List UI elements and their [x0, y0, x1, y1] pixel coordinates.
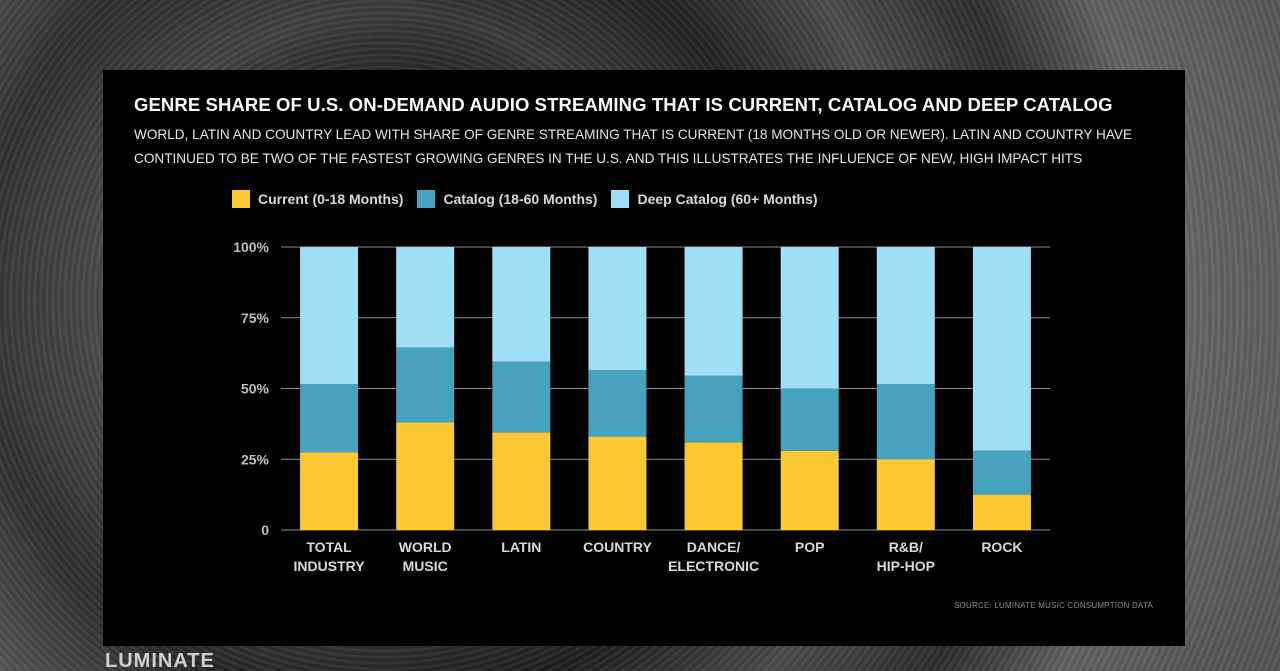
x-tick-label-line: HIP-HOP	[877, 558, 935, 574]
bar-segment	[684, 442, 743, 530]
x-tick-label-line: TOTAL	[306, 539, 352, 555]
x-tick-label-line: ELECTRONIC	[668, 558, 759, 574]
bar-segment	[684, 375, 743, 443]
x-tick-label-line: INDUSTRY	[294, 558, 366, 574]
x-tick-label-line: R&B/	[889, 539, 923, 555]
y-tick-label: 0	[261, 522, 269, 538]
source-note: SOURCE: LUMINATE MUSIC CONSUMPTION DATA	[954, 601, 1153, 610]
x-tick-label: COUNTRY	[583, 539, 652, 555]
y-tick-label: 100%	[233, 239, 269, 255]
stacked-bar-chart: 0 25% 50% 75% 100% TOTAL INDUSTRY WORLD MUSIC LAT…	[233, 239, 1050, 574]
x-tick-label: WORLD MUSIC	[399, 539, 452, 574]
legend-swatch-deep-catalog	[611, 190, 630, 208]
x-tick-label: DANCE/ELECTRONIC	[668, 539, 759, 574]
bar-segment	[684, 247, 743, 376]
luminate-logo: LUMINATE	[105, 651, 215, 671]
legend-item-catalog: Catalog (18-60 Months)	[417, 190, 597, 208]
x-tick-label-line: WORLD	[399, 539, 452, 555]
y-tick-label: 25%	[241, 451, 270, 467]
bar-segment	[588, 370, 647, 437]
x-tick-label-line: ROCK	[981, 539, 1022, 555]
bar-segment	[300, 247, 359, 385]
legend-swatch-catalog	[417, 190, 436, 208]
bar-segment	[396, 247, 455, 348]
bar-segment	[780, 388, 839, 451]
chart-panel: GENRE SHARE OF U.S. ON-DEMAND AUDIO STRE…	[103, 70, 1185, 646]
x-tick-label-line: MUSIC	[403, 558, 448, 574]
x-tick-label: LATIN	[501, 539, 541, 555]
bar-segment	[780, 450, 839, 530]
bar-segment	[780, 247, 839, 389]
bar-segment	[876, 247, 935, 385]
bar-segment	[396, 347, 455, 423]
x-tick-label: R&B/HIP-HOP	[877, 539, 935, 574]
x-tick-label-line: LATIN	[501, 539, 541, 555]
x-tick-label-line: POP	[795, 539, 825, 555]
x-tick-label-line: DANCE/	[687, 539, 741, 555]
bar-segment	[492, 247, 551, 362]
chart-legend: Current (0-18 Months) Catalog (18-60 Mon…	[232, 190, 818, 208]
bar-segment	[972, 247, 1031, 451]
x-tick-label-line: COUNTRY	[583, 539, 652, 555]
legend-item-current: Current (0-18 Months)	[232, 190, 403, 208]
chart-title: GENRE SHARE OF U.S. ON-DEMAND AUDIO STRE…	[134, 94, 1113, 115]
bar-segment	[588, 247, 647, 371]
bar-segment	[492, 361, 551, 433]
bar-segment	[588, 436, 647, 530]
chart-subtitle: WORLD, LATIN AND COUNTRY LEAD WITH SHARE…	[134, 127, 1133, 166]
x-tick-label: ROCK	[981, 539, 1022, 555]
legend-label-deep-catalog: Deep Catalog (60+ Months)	[637, 191, 818, 207]
legend-label-catalog: Catalog (18-60 Months)	[443, 191, 598, 207]
bar-segment	[876, 384, 935, 460]
x-tick-label: POP	[795, 539, 825, 555]
legend-swatch-current	[232, 190, 250, 208]
bar-segment	[300, 452, 359, 530]
y-tick-label: 75%	[241, 310, 270, 326]
bar-segment	[876, 459, 935, 530]
bar-segment	[492, 432, 551, 530]
bar-segment	[972, 494, 1031, 530]
bar-segment	[396, 422, 455, 530]
bar-segment	[972, 450, 1031, 495]
y-tick-label: 50%	[241, 381, 270, 397]
x-tick-label: TOTAL INDUSTRY	[294, 539, 366, 574]
legend-item-deep-catalog: Deep Catalog (60+ Months)	[611, 190, 818, 208]
bar-segment	[300, 384, 359, 453]
legend-label-current: Current (0-18 Months)	[258, 191, 404, 207]
